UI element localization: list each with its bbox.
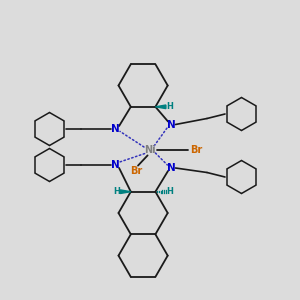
Polygon shape: [155, 105, 166, 109]
Text: N: N: [111, 160, 120, 170]
Text: Ni: Ni: [144, 145, 156, 155]
Text: H: H: [166, 187, 173, 196]
Text: Br: Br: [190, 145, 203, 155]
Text: H: H: [166, 102, 173, 111]
Text: N: N: [111, 124, 120, 134]
Polygon shape: [120, 190, 131, 194]
Text: N: N: [167, 163, 176, 173]
Text: Br: Br: [130, 166, 142, 176]
Text: H: H: [113, 187, 120, 196]
Text: N: N: [167, 119, 176, 130]
